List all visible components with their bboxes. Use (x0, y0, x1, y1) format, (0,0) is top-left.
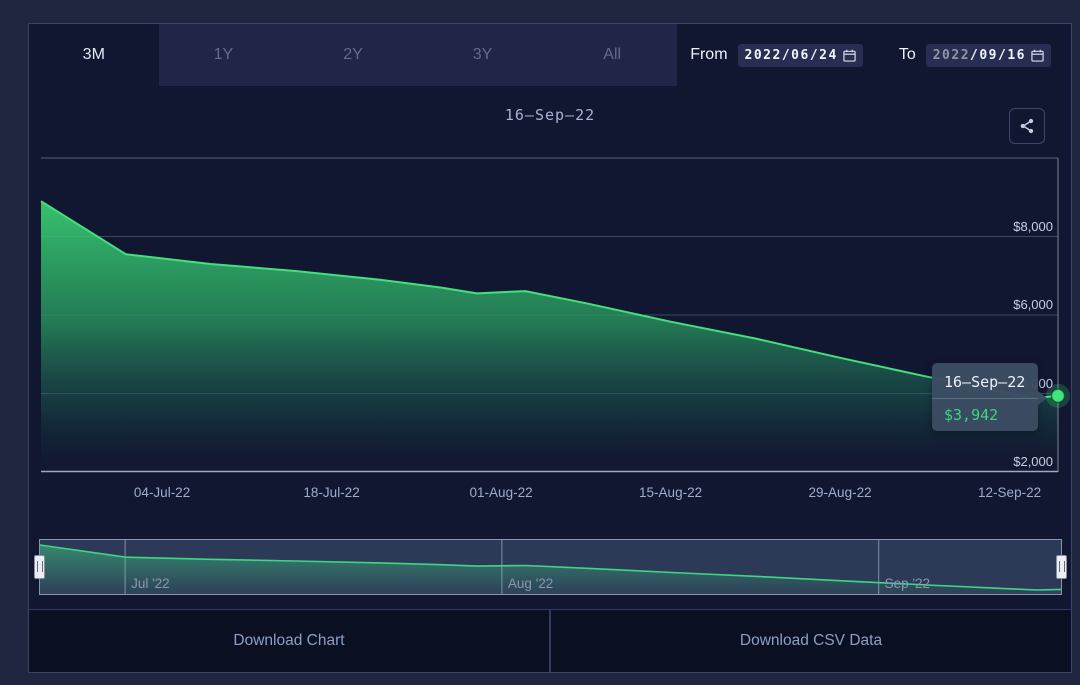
navigator-right-handle[interactable] (1056, 555, 1067, 579)
tooltip-date: 16–Sep–22 (932, 363, 1038, 399)
x-axis: 04-Jul-22 18-Jul-22 01-Aug-22 15-Aug-22 29-A… (29, 485, 1071, 507)
tab-2y[interactable]: 2Y (343, 46, 363, 63)
handle-grip (1058, 561, 1065, 572)
calendar-icon (843, 49, 856, 62)
tab-1y[interactable]: 1Y (213, 46, 234, 63)
share-button[interactable] (1009, 108, 1045, 144)
calendar-icon (1031, 49, 1044, 62)
date-range-controls: From 2022/06/24 To 2022/09/16 (677, 24, 1071, 86)
share-icon (1020, 118, 1034, 134)
navigator-left-handle[interactable] (34, 555, 45, 579)
range-navigator[interactable]: Jul '22 Aug '22 Sep '22 (34, 539, 1067, 595)
from-date-input[interactable]: 2022/06/24 (737, 43, 863, 67)
from-date-value: 2022/06/24 (744, 47, 838, 63)
to-date-input[interactable]: 2022/09/16 (925, 43, 1051, 67)
x-axis-label: 12-Sep-22 (978, 485, 1042, 500)
navigator-month-label: Jul '22 (131, 576, 170, 591)
download-csv-button[interactable]: Download CSV Data (739, 632, 883, 649)
to-date-value: 2022/09/16 (932, 47, 1026, 63)
tooltip-value: $3,942 (944, 406, 999, 424)
download-bar: Download Chart Download CSV Data (29, 609, 1071, 672)
x-axis-label: 01-Aug-22 (469, 485, 533, 500)
navigator-month-label: Aug '22 (507, 576, 554, 591)
y-axis-label: $6,000 (1013, 297, 1053, 312)
y-axis-label: $8,000 (1013, 218, 1053, 234)
plot-area: $8,000$6,000$4,000$2,000 16–Sep–22 $3,94… (40, 157, 1070, 473)
chart-title: 16–Sep–22 (504, 106, 596, 124)
x-axis-label: 15-Aug-22 (639, 485, 703, 500)
from-label: From (690, 46, 728, 63)
tab-all[interactable]: All (603, 46, 622, 63)
download-chart-button[interactable]: Download Chart (29, 610, 551, 672)
range-tabs: 3M 1Y 2Y 3Y All (29, 24, 677, 86)
tooltip-arrow (1038, 391, 1047, 405)
tab-3m[interactable]: 3M (29, 24, 159, 86)
x-axis-label: 29-Aug-22 (808, 485, 872, 500)
y-axis-label: $2,000 (1013, 454, 1053, 469)
tab-3y[interactable]: 3Y (472, 46, 493, 63)
navigator-month-label: Sep '22 (884, 576, 931, 591)
price-area-chart[interactable] (40, 157, 1070, 473)
x-axis-label: 04-Jul-22 (133, 485, 191, 500)
handle-grip (36, 561, 43, 572)
to-label: To (898, 46, 916, 63)
navigator-mini-chart (40, 540, 1061, 594)
x-axis-label: 18-Jul-22 (303, 485, 360, 500)
chart-widget: 3M 1Y 2Y 3Y All From 2022/06/24 To 2022/09/1… (28, 23, 1072, 673)
chart-tooltip: 16–Sep–22 $3,942 (932, 363, 1047, 431)
